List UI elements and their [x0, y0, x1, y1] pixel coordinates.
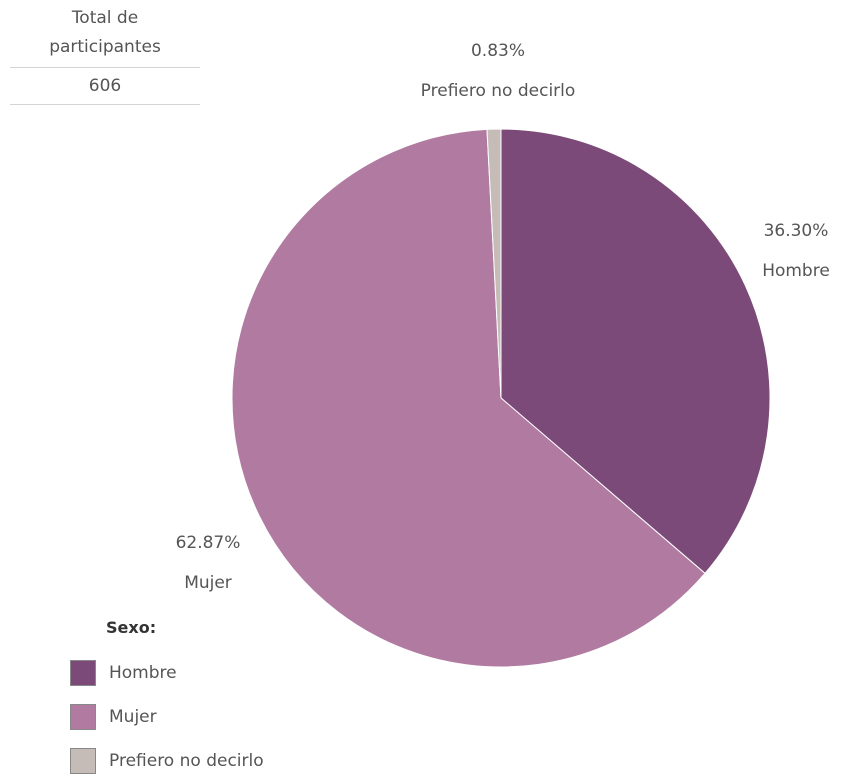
data-label-category-mujer: Mujer [184, 573, 232, 593]
legend-item-prefiero-no-decirlo[interactable]: Prefiero no decirlo [70, 739, 264, 783]
pie-slice-prefiero-no-decirlo[interactable] [486, 128, 502, 399]
data-label-category-prefiero-no-decirlo: Prefiero no decirlo [421, 81, 576, 101]
pie-slice-mujer[interactable] [231, 128, 706, 668]
total-participants-card: Total de participantes 606 [10, 4, 200, 110]
total-label-line2: participantes [49, 37, 161, 57]
pie-slices [231, 128, 771, 668]
legend-label-mujer: Mujer [109, 707, 157, 727]
data-label-percent-hombre: 36.30% [764, 221, 829, 241]
divider [10, 67, 200, 68]
legend-swatch-hombre [70, 660, 96, 686]
legend-item-mujer[interactable]: Mujer [70, 695, 264, 739]
legend-label-hombre: Hombre [109, 663, 177, 683]
total-label-line1: Total de [71, 8, 139, 28]
legend-item-hombre[interactable]: Hombre [70, 651, 264, 695]
legend-label-prefiero-no-decirlo: Prefiero no decirlo [109, 751, 264, 771]
legend-swatch-mujer [70, 704, 96, 730]
legend-swatch-prefiero-no-decirlo [70, 748, 96, 774]
total-participants-value: 606 [88, 76, 122, 96]
legend: Sexo: Hombre Mujer Prefiero no decirlo [70, 618, 264, 783]
pie-labels: 36.30% Hombre 62.87% Mujer 0.83% Prefiero no … [176, 41, 830, 593]
legend-title: Sexo: [106, 618, 157, 637]
pie-slice-hombre[interactable] [500, 128, 771, 575]
total-participants-label: Total de participantes [10, 4, 200, 62]
data-label-percent-prefiero-no-decirlo: 0.83% [471, 41, 525, 61]
data-label-percent-mujer: 62.87% [176, 533, 241, 553]
divider [10, 104, 200, 105]
data-label-category-hombre: Hombre [762, 261, 830, 281]
